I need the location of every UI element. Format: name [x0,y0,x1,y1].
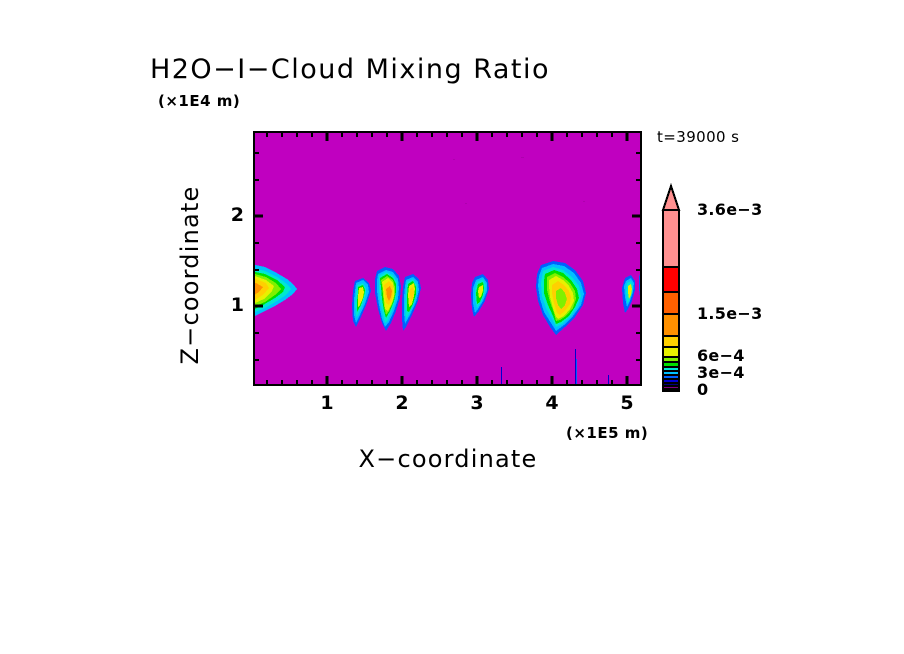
x-tick-label-3: 3 [470,392,484,414]
cloud-blob-5 [471,274,489,317]
colorbar-bands [663,210,679,391]
x-axis-unit-label: (×1E5 m) [566,424,649,442]
colorbar-outline [662,209,680,392]
page-title: H2O−I−Cloud Mixing Ratio [149,54,551,85]
colorbar-label-zero: 0 [697,380,709,399]
x-tick-label-4: 4 [545,392,559,414]
cloud-features [253,157,642,384]
field-background [253,131,642,386]
colorbar-label-3e-4: 3e−4 [697,363,745,382]
y-axis-title: Z−coordinate [176,185,204,365]
colorbar-label-1p5e-3: 1.5e−3 [697,304,763,323]
y-tick-label-1: 1 [230,294,244,316]
colorbar [661,182,681,392]
colorbar-extend-arrow [661,182,681,211]
field-speckles [453,157,585,204]
colorbar-label-6e-4: 6e−4 [697,346,745,365]
y-tick-label-2: 2 [230,204,244,226]
cloud-blob-2 [352,278,371,327]
contour-plot-area [253,131,642,386]
x-tick-label-2: 2 [395,392,409,414]
thin-streaks [501,349,609,384]
axis-ticks [253,131,642,386]
cloud-blob-6 [536,261,586,335]
x-tick-label-5: 5 [620,392,634,414]
cloud-blob-3 [375,267,401,331]
time-annotation: t=39000 s [657,128,740,146]
y-axis-unit-label: (×1E4 m) [158,92,241,110]
x-axis-title: X−coordinate [358,445,538,473]
cloud-blob-1 [253,265,297,317]
x-tick-label-1: 1 [320,392,334,414]
cloud-blob-4 [402,274,421,331]
cloud-blob-7 [622,275,635,313]
colorbar-label-max: 3.6e−3 [697,200,763,219]
